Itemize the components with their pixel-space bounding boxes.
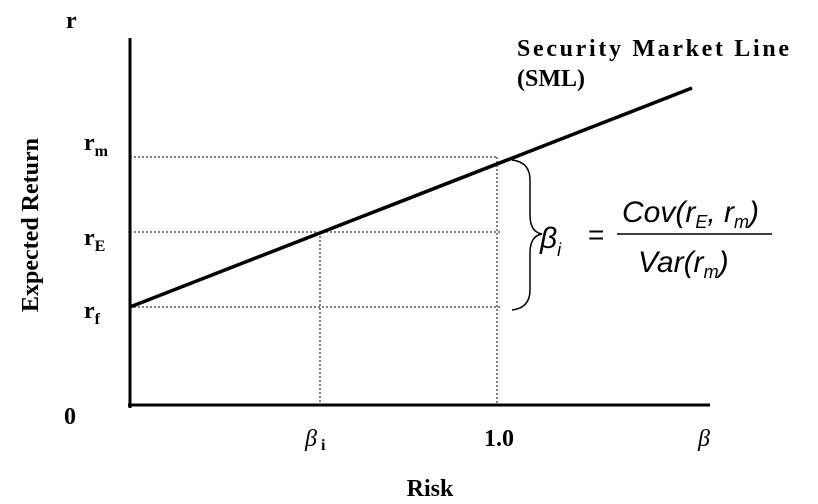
- formula-sub: E: [695, 212, 708, 232]
- x-label-sub: i: [321, 437, 326, 454]
- formula-part: Var(r: [638, 246, 705, 279]
- formula-numerator: Cov(rE, rm): [622, 196, 759, 232]
- x-label: 1.0: [484, 426, 514, 452]
- y-label: rf: [84, 298, 101, 328]
- y-label-sub: E: [95, 238, 106, 255]
- y-label-base: r: [84, 298, 95, 324]
- formula-lhs: βi: [539, 222, 562, 260]
- y-label-sub: m: [95, 143, 109, 160]
- line-label: Security Market Line: [517, 36, 789, 62]
- y-label: rE: [84, 225, 105, 255]
- formula-sub: m: [734, 212, 749, 232]
- x-axis-title: Risk: [407, 476, 454, 502]
- y-label-sub: f: [95, 311, 101, 328]
- sml-line: [129, 86, 693, 309]
- y-label: rm: [84, 130, 109, 160]
- formula-eq: =: [588, 219, 604, 250]
- formula-part: Cov(r: [622, 196, 696, 229]
- formula-part: ): [716, 246, 729, 279]
- line-label: (SML): [517, 66, 585, 92]
- y-label-base: r: [84, 225, 95, 251]
- y-label-base: r: [84, 130, 95, 156]
- origin-label: 0: [64, 404, 76, 430]
- formula-denominator: Var(rm): [638, 246, 729, 282]
- brace: [511, 159, 543, 311]
- x-label: β: [697, 426, 710, 452]
- formula-sub: i: [557, 240, 562, 260]
- formula-sub: m: [704, 262, 719, 282]
- formula-beta: β: [539, 222, 557, 255]
- formula-part: , r: [707, 196, 735, 229]
- formula-part: ): [746, 196, 759, 229]
- x-label-base: β: [304, 426, 317, 452]
- y-axis-title: Expected Return: [18, 138, 44, 312]
- y-symbol: r: [66, 8, 77, 34]
